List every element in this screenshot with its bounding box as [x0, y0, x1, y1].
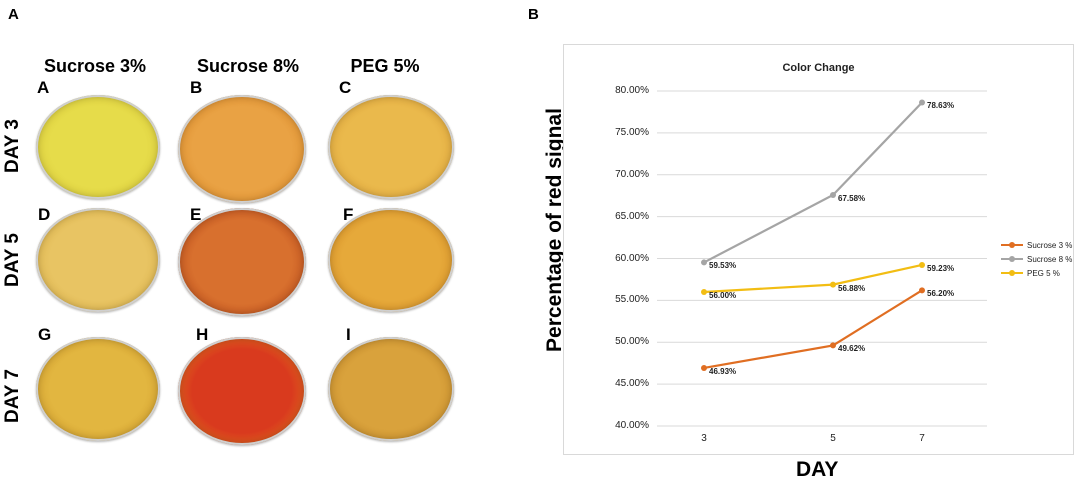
data-point: [830, 192, 836, 199]
data-label: 56.00%: [709, 291, 737, 300]
legend-swatch: [1001, 240, 1023, 250]
x-tick-label: 7: [919, 433, 925, 444]
dish-letter-e: E: [190, 205, 202, 224]
chart-area: Color Change 40.00% 45.00% 50.00% 55.00% 60.…: [563, 44, 1074, 455]
data-label: 49.62%: [838, 344, 866, 354]
line-chart: [657, 90, 987, 427]
legend-label: Sucrose 3 %: [1027, 240, 1073, 250]
dish-letter-g: G: [38, 325, 52, 344]
dish-letter-b: B: [190, 78, 203, 97]
data-point: [701, 289, 707, 295]
legend-swatch: [1001, 254, 1023, 264]
dish-letter-h: H: [196, 325, 209, 344]
series-line-0: [703, 289, 923, 370]
data-label: 59.23%: [927, 263, 955, 273]
petri-dish-d: [36, 208, 160, 312]
petri-dish-a: [36, 95, 160, 199]
chart-title: Color Change: [782, 62, 855, 74]
legend-item: Sucrose 3 %: [1001, 238, 1072, 252]
dish-letter-i: I: [346, 325, 351, 344]
data-point: [919, 287, 925, 294]
petri-dish-i: [328, 337, 454, 441]
row-label-day-7: DAY 7: [2, 369, 23, 423]
petri-dish-f: [328, 208, 454, 312]
data-label: 67.58%: [838, 194, 866, 204]
y-tick-label: 75.00%: [615, 126, 649, 138]
petri-dish-h: [178, 337, 306, 445]
panel-a-letter: A: [8, 6, 19, 23]
y-tick-label: 40.00%: [615, 420, 649, 431]
data-point: [830, 342, 836, 349]
y-tick-label: 45.00%: [615, 378, 649, 390]
column-title-peg-5: PEG 5%: [350, 56, 420, 76]
data-label: 59.53%: [709, 261, 737, 271]
dish-letter-f: F: [343, 205, 354, 224]
column-title-sucrose-3: Sucrose 3%: [43, 56, 147, 76]
legend-label: Sucrose 8 %: [1027, 254, 1073, 264]
y-tick-label: 80.00%: [615, 85, 649, 96]
chart-legend: Sucrose 3 % Sucrose 8 % PEG 5 %: [1001, 238, 1072, 280]
y-tick-label: 65.00%: [615, 210, 649, 222]
petri-dish-c: [328, 95, 454, 199]
row-label-day-5: DAY 5: [2, 233, 23, 287]
column-title-sucrose-8: Sucrose 8%: [196, 56, 300, 76]
legend-item: PEG 5 %: [1001, 266, 1072, 280]
data-point: [919, 261, 925, 268]
y-tick-label: 70.00%: [615, 168, 649, 180]
data-label: 78.63%: [927, 101, 955, 111]
row-label-day-3: DAY 3: [2, 119, 23, 173]
x-tick-label: 3: [701, 433, 707, 444]
dish-letter-a: A: [37, 78, 50, 97]
y-tick-label: 50.00%: [615, 336, 649, 348]
data-label: 56.20%: [927, 289, 955, 299]
petri-dish-e: [178, 208, 306, 316]
data-point: [830, 281, 836, 288]
legend-label: PEG 5 %: [1027, 268, 1060, 278]
data-point: [701, 259, 707, 266]
data-point: [701, 364, 707, 371]
y-tick-label: 60.00%: [615, 252, 649, 264]
petri-dish-b: [178, 95, 306, 203]
panel-b-letter: B: [528, 6, 539, 23]
data-point: [919, 99, 925, 106]
x-axis-label: DAY: [796, 458, 839, 481]
y-tick-label: 55.00%: [615, 294, 649, 306]
legend-swatch: [1001, 268, 1023, 278]
x-tick-label: 5: [830, 433, 836, 444]
petri-dish-g: [36, 337, 160, 441]
data-label: 46.93%: [709, 366, 737, 376]
dish-letter-c: C: [339, 78, 352, 97]
series-line-1: [703, 101, 923, 264]
data-label: 56.88%: [838, 283, 866, 293]
legend-item: Sucrose 8 %: [1001, 252, 1072, 266]
series-line-2: [703, 263, 923, 294]
dish-letter-d: D: [38, 205, 51, 224]
